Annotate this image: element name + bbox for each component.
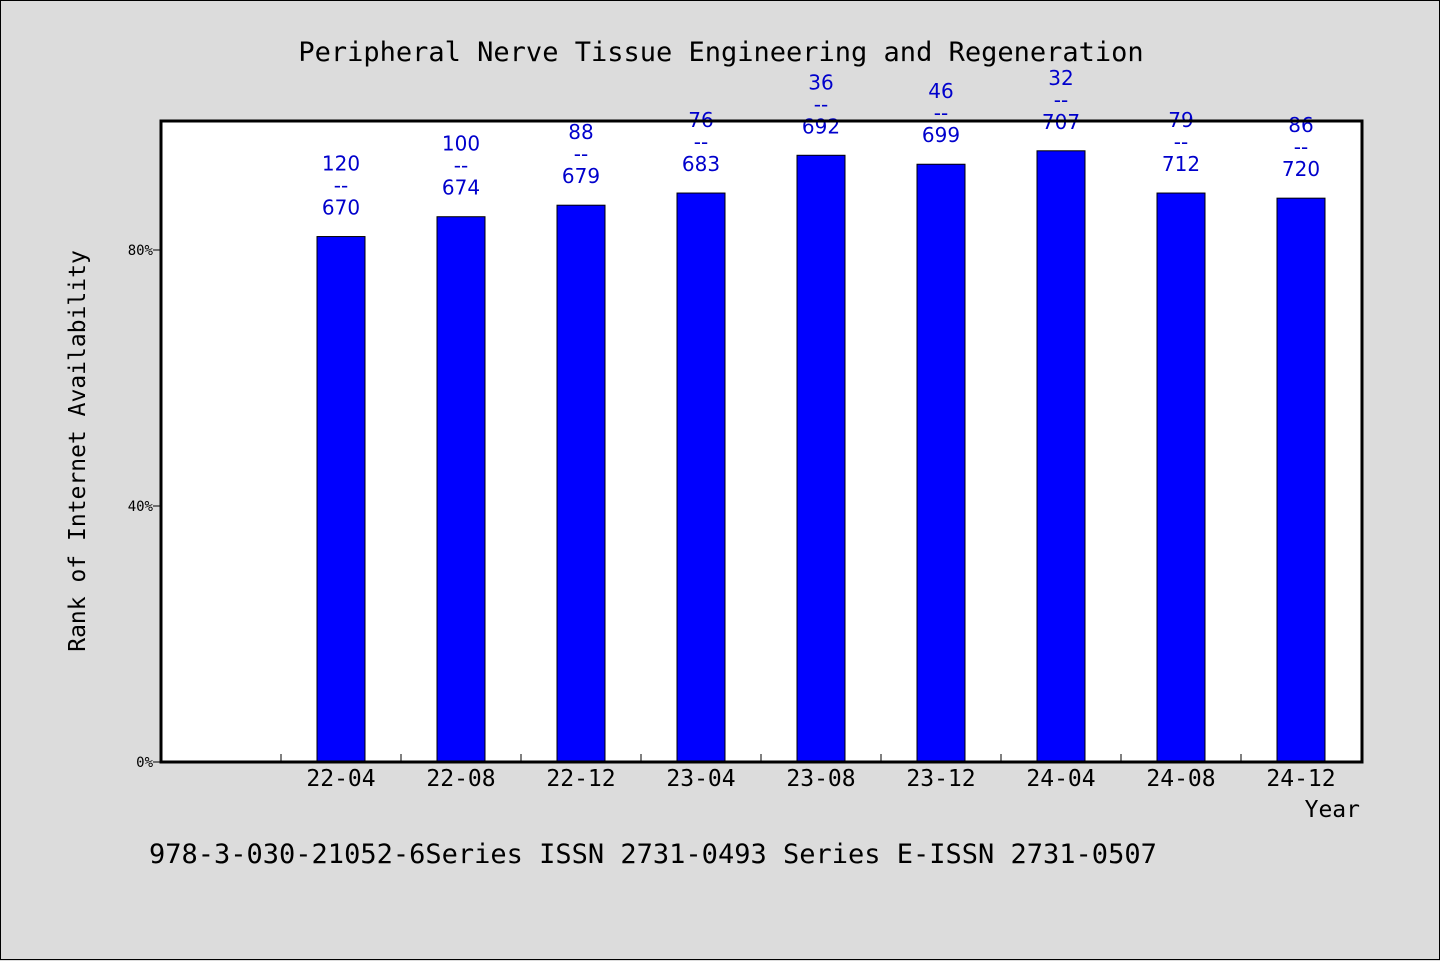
- bar-label-total: 679: [562, 164, 600, 188]
- bar-label-rank: 120: [322, 152, 360, 176]
- bar-label-rank: 46: [928, 79, 953, 103]
- bar-label-total: 692: [802, 114, 840, 138]
- bar-24-12: [1276, 197, 1326, 763]
- bar-22-08: [436, 216, 486, 763]
- bar-label-sep: --: [1054, 88, 1068, 112]
- bar-23-12: [916, 163, 966, 763]
- plot-border: [159, 119, 1364, 764]
- y-tick-label: 80%: [128, 243, 154, 259]
- bar-23-04: [676, 192, 726, 763]
- bar-label-total: 670: [322, 196, 360, 220]
- axis-ticks: 0% 40% 80% 22-04 22-08 22-12 23-04 23-08 23-12 24…: [128, 243, 1362, 792]
- bar-label-total: 683: [682, 152, 720, 176]
- bar-label-total: 699: [922, 123, 960, 147]
- x-tick-label: 24-04: [1026, 766, 1095, 792]
- bar-label-rank: 100: [442, 132, 480, 156]
- bar-label-sep: --: [814, 92, 828, 116]
- bar-label-total: 674: [442, 176, 480, 200]
- bar-label-rank: 88: [568, 120, 593, 144]
- bars: [316, 150, 1326, 763]
- chart-title: Peripheral Nerve Tissue Engineering and …: [298, 37, 1143, 68]
- bar-label-sep: --: [1174, 130, 1188, 154]
- bar-label-sep: --: [1294, 135, 1308, 159]
- x-tick-label: 23-04: [666, 766, 735, 792]
- y-axis-label: Rank of Internet Availability: [65, 250, 91, 652]
- x-tick-label: 24-12: [1266, 766, 1335, 792]
- bar-24-08: [1156, 192, 1206, 763]
- y-tick-label: 0%: [136, 755, 153, 771]
- x-tick-label: 23-08: [786, 766, 855, 792]
- bar-24-04: [1036, 150, 1086, 763]
- bar-label-rank: 32: [1048, 66, 1073, 90]
- bar-label-rank: 36: [808, 70, 833, 94]
- x-tick-label: 22-08: [426, 766, 495, 792]
- bar-23-08: [796, 154, 846, 763]
- bar-label-sep: --: [334, 174, 348, 198]
- x-tick-label: 22-12: [546, 766, 615, 792]
- x-axis-label: Year: [1305, 797, 1360, 823]
- bar-label-total: 712: [1162, 152, 1200, 176]
- bar-label-total: 720: [1282, 157, 1320, 181]
- bar-label-sep: --: [694, 130, 708, 154]
- bar-label-sep: --: [454, 154, 468, 178]
- y-tick-label: 40%: [128, 499, 154, 515]
- bar-22-12: [556, 204, 606, 763]
- x-tick-label: 24-08: [1146, 766, 1215, 792]
- bar-label-sep: --: [934, 101, 948, 125]
- footer-isbn: 978-3-030-21052-6Series ISSN 2731-0493 S…: [149, 839, 1157, 870]
- bar-22-04: [316, 236, 366, 763]
- x-tick-label: 23-12: [906, 766, 975, 792]
- bar-label-rank: 86: [1288, 113, 1313, 137]
- bar-label-sep: --: [574, 142, 588, 166]
- x-tick-label: 22-04: [306, 766, 375, 792]
